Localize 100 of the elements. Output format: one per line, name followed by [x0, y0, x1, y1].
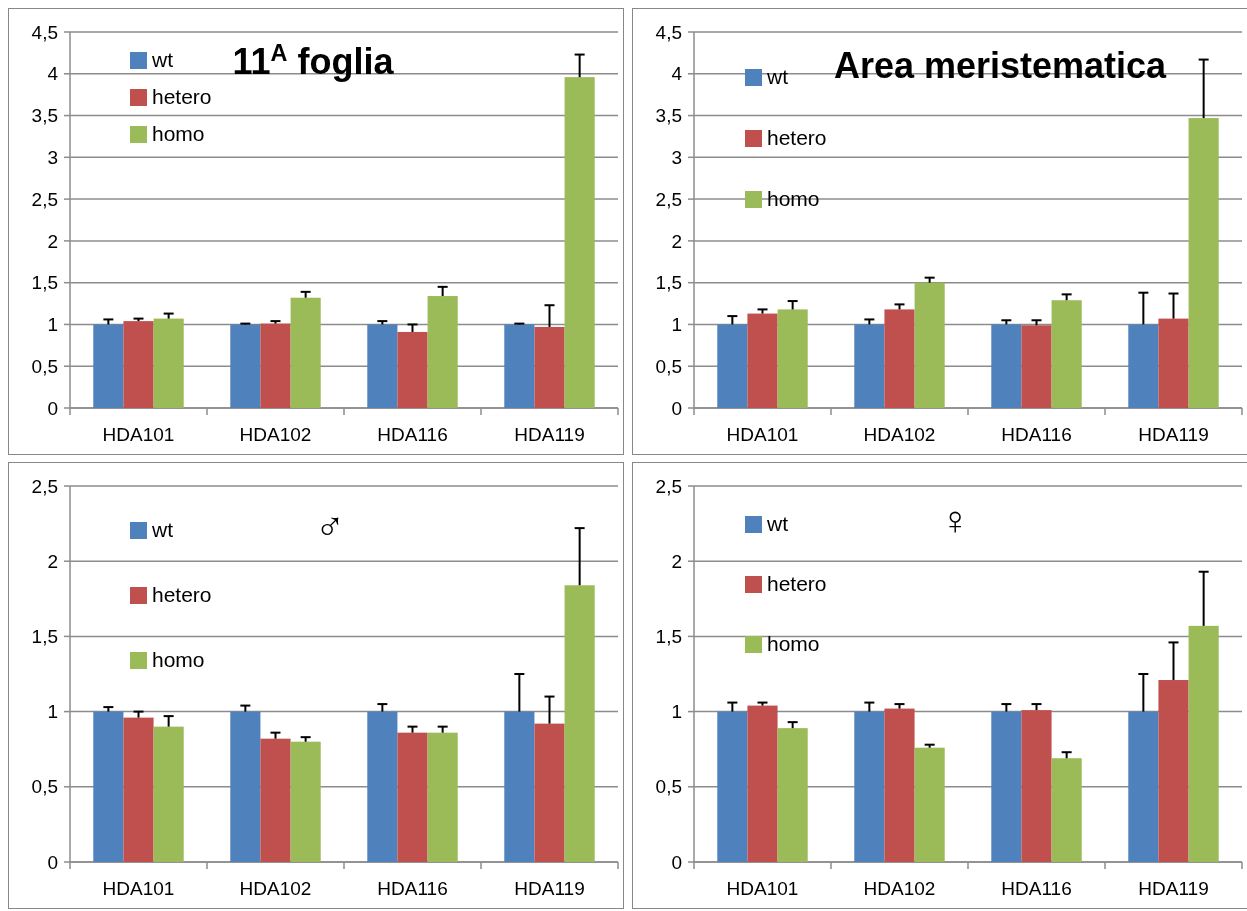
x-tick-label: HDA102 [863, 424, 936, 445]
x-tick-label: HDA119 [514, 424, 585, 445]
bar [1021, 710, 1052, 862]
legend-label: homo [152, 122, 205, 146]
y-tick-label: 1,5 [31, 626, 58, 648]
bar [367, 324, 398, 408]
chart-title: Area meristematica [833, 45, 1168, 86]
bar [123, 717, 154, 862]
legend-label: homo [767, 187, 820, 211]
bar [1188, 625, 1219, 862]
y-tick-label: 1 [671, 314, 682, 336]
legend-label: hetero [767, 572, 827, 596]
y-tick-label: 0 [47, 851, 58, 873]
y-tick-label: 4 [671, 63, 683, 85]
x-tick-label: HDA116 [377, 878, 448, 899]
y-tick-label: 3,5 [655, 105, 682, 127]
bar [290, 741, 321, 862]
bar [1051, 300, 1082, 408]
y-tick-label: 4,5 [31, 21, 58, 43]
bar [427, 732, 458, 862]
legend-label: hetero [152, 85, 212, 109]
bar [397, 331, 428, 408]
y-tick-label: 2 [671, 230, 682, 252]
bar [367, 711, 398, 862]
y-tick-label: 2 [47, 230, 58, 252]
x-tick-label: HDA119 [514, 878, 585, 899]
x-tick-label: HDA101 [726, 424, 799, 445]
legend-label: hetero [767, 126, 827, 150]
y-tick-label: 1,5 [655, 272, 682, 294]
bar [153, 726, 184, 862]
bar [123, 321, 154, 408]
x-tick-label: HDA101 [726, 878, 799, 899]
y-tick-label: 2,5 [31, 188, 58, 210]
bar [1158, 680, 1189, 862]
bar [564, 77, 595, 408]
y-tick-label: 1,5 [655, 626, 682, 648]
bar [717, 711, 748, 862]
bar [1128, 711, 1159, 862]
bar [914, 282, 945, 408]
bar [230, 324, 261, 408]
x-tick-label: HDA102 [239, 424, 312, 445]
y-tick-label: 4 [47, 63, 59, 85]
bar [884, 309, 915, 408]
bar [884, 708, 915, 862]
bar [260, 323, 291, 408]
x-tick-label: HDA102 [239, 878, 312, 899]
bar [777, 728, 808, 862]
y-tick-label: 0 [671, 397, 682, 419]
bar [153, 318, 184, 408]
y-tick-label: 1 [47, 314, 58, 336]
bar [914, 747, 945, 862]
bar [747, 313, 778, 408]
bar [1021, 325, 1052, 408]
legend-label: wt [151, 48, 174, 72]
bar [717, 324, 748, 408]
bar [504, 324, 535, 408]
legend-label: wt [766, 512, 789, 536]
chart-title: 11$^{A}$ foglia [232, 40, 395, 82]
bar [747, 705, 778, 862]
y-tick-label: 3 [671, 146, 682, 168]
bar [534, 723, 565, 862]
legend-label: homo [152, 648, 205, 672]
legend-label: homo [767, 632, 820, 656]
y-tick-label: 0,5 [31, 776, 58, 798]
legend-label: wt [151, 518, 174, 542]
x-tick-label: HDA116 [1001, 424, 1072, 445]
bar [564, 585, 595, 862]
bar [427, 296, 458, 408]
bar [1051, 758, 1082, 862]
y-tick-label: 2 [671, 550, 682, 572]
chart-title: ♀ [940, 498, 970, 542]
bar [534, 326, 565, 408]
bar [854, 711, 885, 862]
x-tick-label: HDA101 [102, 424, 175, 445]
x-tick-label: HDA116 [377, 424, 448, 445]
chart-title: ♂ [315, 504, 345, 548]
bar [991, 324, 1022, 408]
y-tick-label: 0,5 [31, 355, 58, 377]
y-tick-label: 0,5 [655, 355, 682, 377]
bar [397, 732, 428, 862]
y-tick-label: 0 [47, 397, 58, 419]
bar [1158, 318, 1189, 408]
y-tick-label: 2,5 [31, 475, 58, 497]
y-tick-label: 2 [47, 550, 58, 572]
y-tick-label: 0 [671, 851, 682, 873]
y-tick-label: 1 [47, 701, 58, 723]
bar [1188, 118, 1219, 408]
y-tick-label: 3,5 [31, 105, 58, 127]
x-tick-label: HDA101 [102, 878, 175, 899]
legend-label: hetero [152, 583, 212, 607]
y-tick-label: 2,5 [655, 475, 682, 497]
bar [290, 297, 321, 408]
x-tick-label: HDA116 [1001, 878, 1072, 899]
legend-label: wt [766, 65, 789, 89]
bar [260, 738, 291, 862]
x-tick-label: HDA119 [1138, 878, 1209, 899]
bar [854, 324, 885, 408]
bar [93, 324, 124, 408]
bar [991, 711, 1022, 862]
x-tick-label: HDA119 [1138, 424, 1209, 445]
